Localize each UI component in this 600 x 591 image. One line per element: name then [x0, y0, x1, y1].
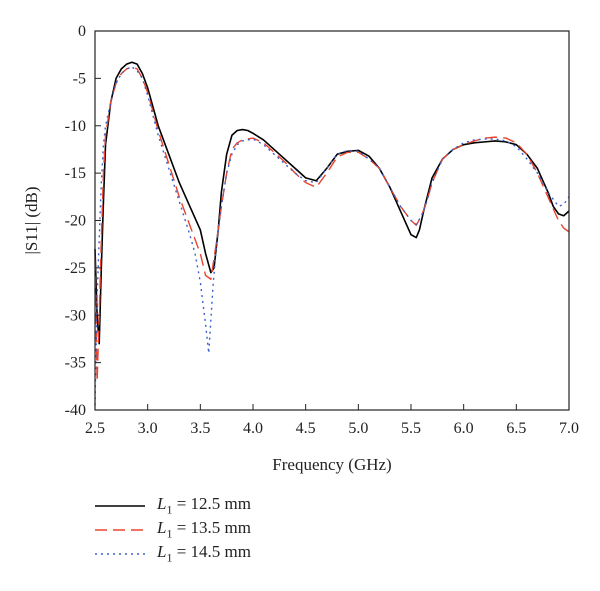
- legend-swatch: [95, 529, 145, 531]
- legend-label: L1 = 12.5 mm: [157, 494, 252, 517]
- ticks-layer: 2.5 3.0 3.5 4.0 4.5 5.0 5.5 6.0 6.5 7.0 0 -5 -10 -15 -…: [65, 23, 579, 437]
- y-tick-label: -15: [65, 165, 86, 182]
- x-tick-label: 5.0: [348, 420, 368, 437]
- legend-label: L1 = 14.5 mm: [157, 542, 252, 565]
- series-line-1: [94, 61, 570, 345]
- series-line-2: [94, 66, 570, 383]
- plot-frame: [94, 30, 570, 411]
- x-tick-label: 5.5: [401, 420, 421, 437]
- x-tick-label: 6.5: [506, 420, 526, 437]
- x-tick-label: 3.0: [138, 420, 158, 437]
- y-tick-label: -20: [65, 213, 86, 230]
- x-tick-label: 4.0: [243, 420, 263, 437]
- x-axis-label: Frequency (GHz): [272, 455, 391, 474]
- s11-chart: 2.5 3.0 3.5 4.0 4.5 5.0 5.5 6.0 6.5 7.0 0 -5 -10 -15 -…: [22, 23, 579, 474]
- x-tick-label: 7.0: [559, 420, 579, 437]
- y-tick-label: 0: [78, 23, 86, 40]
- legend-item-2: L1 = 13.5 mm: [95, 518, 251, 542]
- x-tick-label: 6.0: [454, 420, 474, 437]
- legend-item-1: L1 = 12.5 mm: [95, 494, 251, 518]
- x-tick-label: 4.5: [296, 420, 316, 437]
- y-tick-label: -40: [65, 402, 86, 419]
- series-line-3: [94, 66, 570, 406]
- y-tick-label: -10: [65, 118, 86, 135]
- y-tick-label: -35: [65, 355, 86, 372]
- y-axis-label: |S11| (dB): [22, 186, 41, 254]
- y-tick-label: -25: [65, 260, 86, 277]
- legend-item-3: L1 = 14.5 mm: [95, 542, 251, 566]
- legend-label: L1 = 13.5 mm: [157, 518, 252, 541]
- y-tick-label: -30: [65, 307, 86, 324]
- legend-swatch: [95, 505, 145, 507]
- legend-swatch: [95, 553, 145, 555]
- series-layer: [94, 61, 570, 406]
- x-tick-label: 2.5: [85, 420, 105, 437]
- x-tick-label: 3.5: [190, 420, 210, 437]
- legend: L1 = 12.5 mm L1 = 13.5 mm L1 = 14.5 mm: [95, 494, 251, 566]
- y-tick-label: -5: [73, 70, 86, 87]
